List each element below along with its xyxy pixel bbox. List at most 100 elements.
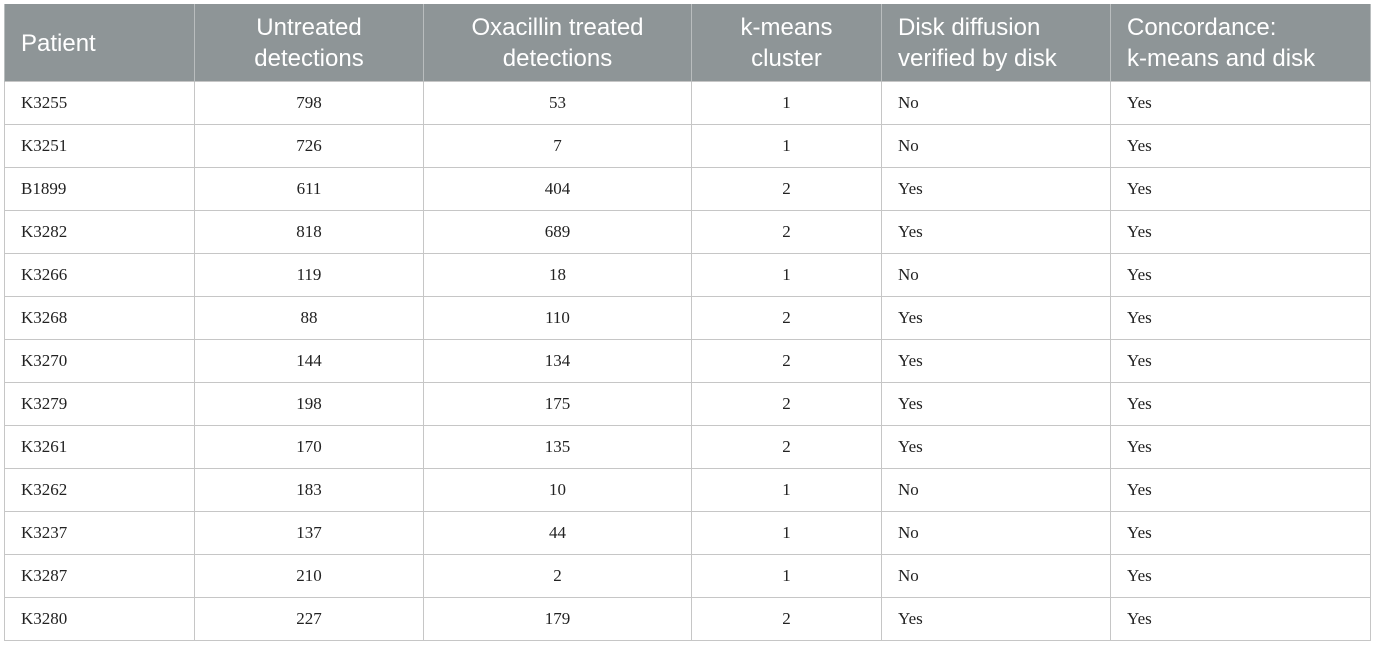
header-disk-line1: Disk diffusion [898, 14, 1041, 41]
cell-concordance: Yes [1110, 81, 1371, 125]
header-patient: Patient [4, 4, 195, 82]
table-row: K3255 798 53 1 No Yes [4, 81, 1371, 125]
table-row: K3287 210 2 1 No Yes [4, 554, 1371, 598]
header-kmeans-line2: cluster [751, 45, 822, 72]
cell-patient: K3268 [4, 296, 195, 340]
table-body: K3255 798 53 1 No Yes K3251 726 7 1 No Y… [4, 81, 1371, 641]
table-row: K3282 818 689 2 Yes Yes [4, 210, 1371, 254]
header-disk-diffusion: Disk diffusion verified by disk [881, 4, 1111, 82]
header-untreated-detections: Untreated detections [194, 4, 424, 82]
cell-oxacillin: 110 [423, 296, 692, 340]
cell-oxacillin: 134 [423, 339, 692, 383]
cell-concordance: Yes [1110, 167, 1371, 211]
cell-patient: K3280 [4, 597, 195, 641]
table-row: K3237 137 44 1 No Yes [4, 511, 1371, 555]
table-row: K3266 119 18 1 No Yes [4, 253, 1371, 297]
header-untreated-line1: Untreated [256, 14, 362, 41]
cell-patient: K3237 [4, 511, 195, 555]
cell-untreated: 227 [194, 597, 424, 641]
cell-disk: No [881, 511, 1111, 555]
header-kmeans-line1: k-means [740, 14, 833, 41]
header-untreated-line2: detections [254, 45, 364, 72]
header-oxacillin-line2: detections [502, 45, 613, 72]
cell-patient: B1899 [4, 167, 195, 211]
table-row: K3280 227 179 2 Yes Yes [4, 597, 1371, 641]
header-kmeans-cluster: k-means cluster [691, 4, 882, 82]
table-row: K3279 198 175 2 Yes Yes [4, 382, 1371, 426]
cell-oxacillin: 10 [423, 468, 692, 512]
cell-oxacillin: 44 [423, 511, 692, 555]
table-row: K3251 726 7 1 No Yes [4, 124, 1371, 168]
cell-disk: Yes [881, 296, 1111, 340]
table-row: K3261 170 135 2 Yes Yes [4, 425, 1371, 469]
cell-concordance: Yes [1110, 425, 1371, 469]
cell-patient: K3279 [4, 382, 195, 426]
cell-concordance: Yes [1110, 511, 1371, 555]
results-table: Patient Untreated detections Oxacillin t… [4, 4, 1371, 641]
cell-untreated: 137 [194, 511, 424, 555]
cell-patient: K3262 [4, 468, 195, 512]
cell-disk: No [881, 468, 1111, 512]
cell-oxacillin: 53 [423, 81, 692, 125]
cell-concordance: Yes [1110, 597, 1371, 641]
header-disk-line2: verified by disk [898, 45, 1057, 72]
cell-untreated: 210 [194, 554, 424, 598]
cell-patient: K3266 [4, 253, 195, 297]
cell-patient: K3255 [4, 81, 195, 125]
table-row: K3270 144 134 2 Yes Yes [4, 339, 1371, 383]
cell-untreated: 611 [194, 167, 424, 211]
cell-concordance: Yes [1110, 124, 1371, 168]
cell-disk: No [881, 81, 1111, 125]
cell-concordance: Yes [1110, 339, 1371, 383]
cell-oxacillin: 2 [423, 554, 692, 598]
cell-disk: Yes [881, 167, 1111, 211]
cell-patient: K3251 [4, 124, 195, 168]
cell-disk: No [881, 253, 1111, 297]
header-row: Patient Untreated detections Oxacillin t… [4, 4, 1371, 82]
table-header: Patient Untreated detections Oxacillin t… [4, 4, 1371, 82]
table-row: K3268 88 110 2 Yes Yes [4, 296, 1371, 340]
cell-oxacillin: 404 [423, 167, 692, 211]
header-oxacillin-treated-detections: Oxacillin treated detections [423, 4, 692, 82]
cell-patient: K3270 [4, 339, 195, 383]
cell-cluster: 1 [691, 81, 882, 125]
cell-patient: K3261 [4, 425, 195, 469]
cell-disk: Yes [881, 425, 1111, 469]
cell-patient: K3287 [4, 554, 195, 598]
cell-concordance: Yes [1110, 554, 1371, 598]
cell-cluster: 2 [691, 382, 882, 426]
cell-untreated: 170 [194, 425, 424, 469]
cell-cluster: 1 [691, 511, 882, 555]
cell-cluster: 2 [691, 425, 882, 469]
cell-cluster: 1 [691, 124, 882, 168]
cell-disk: Yes [881, 382, 1111, 426]
cell-untreated: 144 [194, 339, 424, 383]
cell-concordance: Yes [1110, 382, 1371, 426]
cell-untreated: 798 [194, 81, 424, 125]
cell-oxacillin: 135 [423, 425, 692, 469]
table-row: K3262 183 10 1 No Yes [4, 468, 1371, 512]
cell-cluster: 1 [691, 554, 882, 598]
cell-oxacillin: 7 [423, 124, 692, 168]
cell-untreated: 818 [194, 210, 424, 254]
cell-concordance: Yes [1110, 253, 1371, 297]
header-oxacillin-line1: Oxacillin treated [471, 14, 644, 41]
cell-untreated: 726 [194, 124, 424, 168]
header-patient-line1: Patient [21, 29, 96, 57]
cell-disk: No [881, 554, 1111, 598]
cell-disk: No [881, 124, 1111, 168]
cell-disk: Yes [881, 339, 1111, 383]
cell-oxacillin: 179 [423, 597, 692, 641]
cell-cluster: 2 [691, 339, 882, 383]
cell-cluster: 2 [691, 296, 882, 340]
cell-concordance: Yes [1110, 296, 1371, 340]
cell-cluster: 1 [691, 468, 882, 512]
cell-patient: K3282 [4, 210, 195, 254]
cell-disk: Yes [881, 210, 1111, 254]
cell-untreated: 88 [194, 296, 424, 340]
cell-concordance: Yes [1110, 210, 1371, 254]
cell-untreated: 119 [194, 253, 424, 297]
cell-disk: Yes [881, 597, 1111, 641]
header-concordance-line2: k-means and disk [1127, 45, 1316, 72]
cell-cluster: 2 [691, 210, 882, 254]
